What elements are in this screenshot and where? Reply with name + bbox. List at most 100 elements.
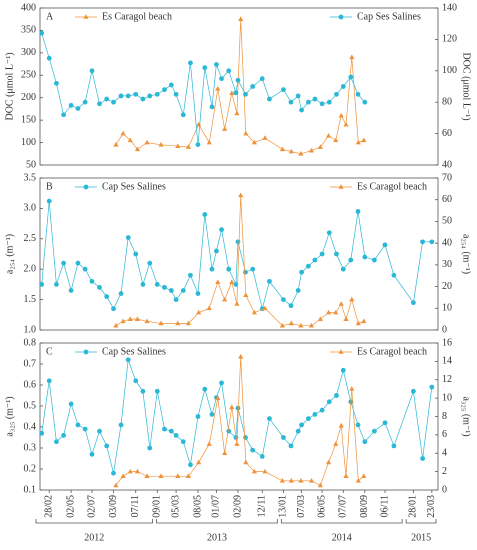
marker — [226, 428, 232, 434]
marker — [267, 278, 272, 284]
marker — [295, 428, 301, 434]
marker — [362, 99, 368, 105]
marker — [279, 146, 286, 152]
legend-label: Es Caragol beach — [357, 346, 427, 357]
marker — [391, 443, 397, 449]
marker — [154, 282, 160, 287]
marker — [82, 99, 88, 105]
marker — [162, 426, 167, 432]
marker — [118, 93, 124, 99]
marker — [334, 91, 339, 97]
series-line — [41, 32, 366, 145]
marker — [279, 478, 286, 483]
marker — [233, 90, 239, 96]
marker — [154, 388, 160, 394]
marker — [215, 395, 221, 400]
y-tick-label: 100 — [21, 137, 36, 148]
marker — [206, 305, 212, 311]
marker — [299, 422, 304, 428]
marker — [288, 478, 294, 483]
marker — [312, 257, 318, 263]
marker — [243, 292, 249, 298]
marker — [125, 235, 131, 240]
marker — [214, 62, 219, 67]
marker — [308, 147, 315, 153]
marker — [361, 473, 367, 479]
x-tick-label: 05/03 — [170, 495, 181, 518]
marker — [429, 384, 435, 390]
marker — [113, 482, 119, 488]
marker — [111, 306, 116, 312]
marker — [238, 192, 244, 198]
y-axis-title: DOC (μmol L⁻¹) — [4, 52, 15, 120]
marker — [355, 209, 361, 214]
y2-tick-label: 12 — [442, 374, 452, 385]
marker — [202, 212, 208, 217]
marker — [222, 296, 228, 302]
marker — [215, 85, 221, 91]
marker — [348, 257, 354, 263]
y-tick-label: 2.0 — [24, 263, 37, 274]
marker — [325, 459, 332, 465]
marker — [127, 316, 133, 321]
marker — [325, 133, 332, 138]
marker — [195, 291, 201, 296]
y-tick-label: 150 — [21, 114, 36, 125]
marker — [308, 478, 315, 483]
marker — [326, 399, 332, 405]
marker — [288, 99, 294, 105]
marker — [349, 386, 355, 391]
marker — [97, 101, 102, 107]
y-tick-label: 2.5 — [24, 233, 37, 244]
marker — [238, 353, 244, 359]
marker — [251, 139, 257, 145]
marker — [61, 112, 66, 118]
marker — [111, 470, 116, 476]
marker — [319, 407, 325, 413]
marker — [343, 121, 349, 127]
marker — [111, 99, 116, 105]
legend-marker — [83, 14, 89, 19]
marker — [219, 380, 224, 386]
marker — [262, 305, 268, 311]
series-line — [115, 19, 364, 155]
y-tick-label: 0.6 — [24, 379, 37, 390]
marker — [312, 96, 318, 102]
y2-tick-label: 6 — [442, 429, 447, 440]
y-tick-label: 400 — [21, 2, 36, 13]
y-tick-label: 1.5 — [24, 294, 37, 305]
marker — [298, 150, 304, 156]
marker — [338, 301, 344, 306]
y-tick-label: 1.0 — [24, 324, 37, 335]
marker — [281, 435, 286, 440]
year-label: 2013 — [207, 532, 227, 543]
x-tick-label: 02/05 — [65, 495, 76, 518]
marker — [279, 322, 286, 328]
y2-tick-label: 14 — [442, 356, 452, 367]
marker — [89, 278, 95, 284]
marker — [325, 309, 332, 315]
marker — [196, 121, 202, 127]
marker — [355, 478, 361, 483]
series-line — [115, 195, 364, 327]
marker — [262, 468, 268, 474]
marker — [134, 468, 141, 474]
marker — [120, 473, 126, 479]
y-tick-label: 0.5 — [24, 400, 37, 411]
marker — [288, 303, 294, 309]
marker — [362, 439, 368, 445]
marker — [306, 416, 311, 421]
marker — [180, 288, 186, 293]
marker — [61, 260, 66, 266]
marker — [89, 451, 95, 457]
y2-tick-label: 80 — [442, 96, 452, 107]
x-tick-label: 13/01 — [278, 495, 289, 518]
marker — [298, 322, 304, 328]
marker — [235, 405, 241, 411]
marker — [317, 144, 323, 149]
y-tick-label: 3.5 — [24, 172, 37, 183]
marker — [39, 430, 45, 436]
x-tick-label: 06/11 — [379, 495, 390, 517]
y2-axis-title: a₃₂₅ (m⁻¹) — [461, 396, 472, 436]
marker — [361, 137, 367, 143]
